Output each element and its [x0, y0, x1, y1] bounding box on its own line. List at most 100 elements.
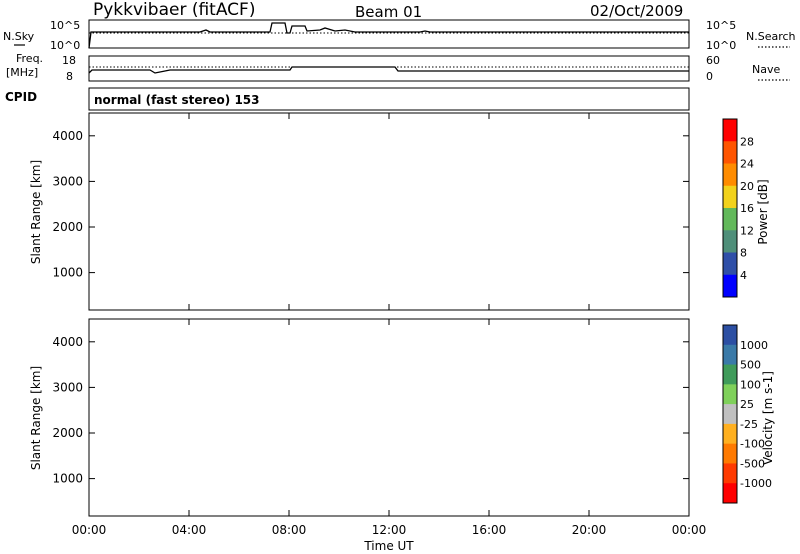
freq-left-tick-bottom: 8: [66, 70, 73, 83]
velocity-colorbar: 1000 500 100 25 -25 -100 -500 -1000: [722, 324, 772, 504]
station-title: Pykkvibaer (fitACF): [93, 0, 255, 20]
colorbar-tick-label: 25: [740, 398, 754, 411]
power-band: [121, 265, 179, 282]
nave-label: Nave: [752, 63, 780, 76]
y-tick-label: 2000: [52, 220, 83, 234]
colorbar-swatch: [723, 423, 737, 445]
date-label: 02/Oct/2009: [590, 2, 683, 20]
colorbar-tick-label: 100: [740, 378, 761, 391]
y-tick-label: 4000: [52, 335, 83, 349]
freq-left-tick-top: 18: [62, 54, 76, 67]
velocity-colorbar-label: Velocity [m s-1]: [761, 371, 775, 465]
velocity-band: [104, 464, 189, 493]
time-axis: 00:00 04:00 08:00 12:00 16:00 20:00 00:00: [72, 113, 707, 537]
colorbar-tick-label: 16: [740, 202, 754, 215]
colorbar-swatch: [723, 384, 737, 405]
power-band: [291, 181, 377, 246]
colorbar-swatch: [723, 119, 737, 142]
colorbar-frame: [722, 118, 738, 298]
velocity-y-axis: 1000 2000 3000 4000: [52, 335, 689, 486]
x-tick-label: 00:00: [72, 523, 107, 537]
power-band: [526, 167, 602, 196]
colorbar-swatch: [723, 483, 737, 504]
colorbar-tick-label: 12: [740, 224, 754, 237]
power-band: [396, 233, 584, 257]
x-tick-label: 04:00: [172, 523, 207, 537]
colorbar-swatch: [723, 208, 737, 231]
power-colorbar: 4 8 12 16 20 24 28: [722, 118, 754, 298]
power-y-axis: 1000 2000 3000 4000: [52, 129, 689, 280]
colorbar-swatch: [723, 185, 737, 209]
cpid-label: CPID: [5, 90, 37, 104]
cpid-text: normal (fast stereo) 153: [94, 93, 260, 107]
velocity-band: [104, 414, 114, 506]
freq-label-line2: [MHz]: [6, 66, 38, 79]
x-tick-label: 08:00: [272, 523, 307, 537]
velocity-heatmap: [89, 364, 689, 516]
colorbar-tick-label: 1000: [740, 339, 768, 352]
velocity-band: [291, 391, 377, 452]
velocity-band: [204, 494, 267, 507]
colorbar-swatch: [723, 230, 737, 253]
colorbar-tick-label: -500: [740, 457, 765, 470]
x-tick-label: 20:00: [572, 523, 607, 537]
power-y-axis-label: Slant Range [km]: [29, 160, 43, 264]
y-tick-label: 1000: [52, 472, 83, 486]
colorbar-swatch: [723, 163, 737, 187]
velocity-band: [626, 469, 677, 488]
colorbar-swatch: [723, 274, 737, 298]
nsky-left-tick-top: 10^5: [50, 19, 80, 32]
colorbar-swatch: [723, 141, 737, 164]
velocity-band: [551, 464, 627, 493]
nave-right-tick-top: 60: [706, 54, 720, 67]
colorbar-tick-label: -1000: [740, 477, 772, 490]
y-tick-label: 4000: [52, 129, 83, 143]
colorbar-tick-label: -100: [740, 438, 765, 451]
colorbar-swatch: [723, 364, 737, 385]
x-axis-label: Time UT: [363, 539, 414, 553]
y-tick-label: 1000: [52, 266, 83, 280]
colorbar-tick-label: 8: [740, 247, 747, 260]
colorbar-swatch: [723, 463, 737, 484]
beam-label: Beam 01: [355, 3, 422, 21]
nsky-left-tick-bottom: 10^0: [50, 39, 80, 52]
colorbar-tick-label: 24: [740, 158, 754, 171]
y-tick-label: 2000: [52, 426, 83, 440]
freq-panel-frame: [88, 55, 690, 82]
colorbar-tick-label: 28: [740, 135, 754, 148]
power-band: [221, 290, 259, 300]
colorbar-tick-label: -25: [740, 418, 758, 431]
colorbar-frame: [722, 324, 738, 504]
nsky-right-tick-bottom: 10^0: [706, 39, 736, 52]
colorbar-tick-label: 500: [740, 359, 761, 372]
nsky-panel-frame: [88, 19, 690, 49]
nave-right-tick-bottom: 0: [706, 70, 713, 83]
nsky-label: N.Sky: [3, 30, 35, 43]
velocity-band: [339, 364, 364, 388]
y-tick-label: 3000: [52, 380, 83, 394]
freq-trace: [88, 66, 689, 74]
nsearch-label: N.Search: [746, 30, 796, 43]
nsky-trace: [88, 22, 689, 49]
velocity-band: [501, 478, 564, 493]
freq-label-line1: Freq.: [16, 52, 43, 65]
colorbar-tick-label: 4: [740, 269, 747, 282]
colorbar-swatch: [723, 443, 737, 464]
power-colorbar-label: Power [dB]: [756, 179, 770, 244]
cpid-panel-frame: [88, 87, 690, 111]
colorbar-swatch: [723, 325, 737, 346]
x-tick-label: 12:00: [372, 523, 407, 537]
x-tick-label: 00:00: [672, 523, 707, 537]
nsky-right-tick-top: 10^5: [706, 19, 736, 32]
colorbar-swatch: [723, 344, 737, 366]
x-tick-label: 16:00: [472, 523, 507, 537]
velocity-y-axis-label: Slant Range [km]: [29, 366, 43, 470]
colorbar-tick-label: 20: [740, 180, 754, 193]
velocity-band: [514, 382, 577, 402]
colorbar-swatch: [723, 252, 737, 276]
power-heatmap: [89, 167, 689, 310]
velocity-band: [476, 419, 552, 443]
y-tick-label: 3000: [52, 174, 83, 188]
power-band: [671, 208, 689, 296]
